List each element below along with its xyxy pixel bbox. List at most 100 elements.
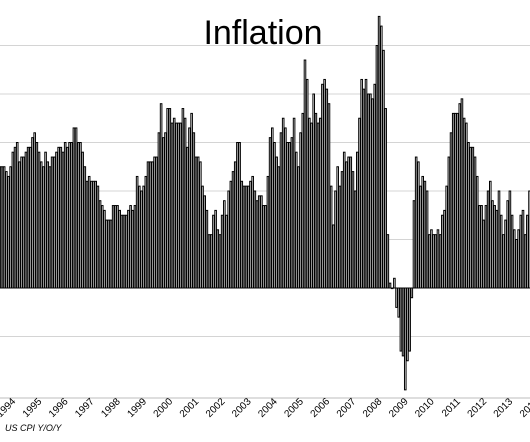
bar xyxy=(42,166,45,289)
bar xyxy=(297,166,300,289)
bar xyxy=(0,166,4,289)
bar xyxy=(366,93,370,289)
bar xyxy=(506,200,510,289)
bar xyxy=(151,161,154,289)
bar xyxy=(489,180,492,289)
bar xyxy=(414,156,418,289)
bar xyxy=(133,205,137,289)
bar xyxy=(515,239,518,289)
source-note: US CPI Y/O/Y xyxy=(5,423,62,433)
bar xyxy=(325,88,329,289)
bar xyxy=(85,180,89,289)
bar xyxy=(24,151,28,289)
bar xyxy=(408,287,411,352)
bar xyxy=(231,171,235,289)
bar xyxy=(395,287,398,308)
bar xyxy=(5,171,8,289)
bar xyxy=(371,98,374,289)
bar xyxy=(7,175,10,289)
bar xyxy=(227,190,230,289)
bar xyxy=(290,137,294,289)
bar xyxy=(301,112,305,289)
bar xyxy=(233,161,237,289)
bar xyxy=(445,185,448,289)
bar xyxy=(329,185,333,289)
bar xyxy=(436,229,440,289)
bar xyxy=(212,214,215,289)
x-tick-label: 2007 xyxy=(335,396,359,420)
bar xyxy=(471,146,475,289)
bar xyxy=(434,234,438,289)
bar xyxy=(281,117,285,289)
bar xyxy=(499,214,503,289)
bar xyxy=(146,161,150,289)
bar xyxy=(430,229,433,289)
bar xyxy=(469,146,472,289)
bar xyxy=(526,214,529,289)
bar xyxy=(92,180,95,289)
x-tick-label: 1996 xyxy=(47,396,71,420)
bar xyxy=(427,234,431,289)
zero-axis xyxy=(0,287,530,399)
bar xyxy=(207,234,211,289)
bar xyxy=(491,200,494,289)
bar xyxy=(456,112,459,289)
bar xyxy=(303,59,307,289)
x-tick-label: 2013 xyxy=(492,396,516,420)
bar xyxy=(275,156,278,289)
bar xyxy=(87,175,91,289)
bar xyxy=(29,146,32,289)
bar xyxy=(517,229,520,289)
bar xyxy=(502,234,505,289)
bar xyxy=(336,166,339,289)
bar xyxy=(449,132,453,289)
bar xyxy=(480,205,483,289)
bar xyxy=(312,93,316,289)
bar xyxy=(508,190,512,289)
bar xyxy=(11,151,15,289)
bar xyxy=(61,151,65,289)
bar xyxy=(214,209,217,289)
chart-title: Inflation xyxy=(203,14,322,52)
bar xyxy=(321,83,324,289)
bar xyxy=(316,122,320,289)
bar xyxy=(203,195,206,289)
bar xyxy=(50,156,54,289)
bar xyxy=(458,103,462,289)
bar xyxy=(122,214,126,289)
bar xyxy=(342,151,346,289)
bar xyxy=(432,234,435,289)
bar xyxy=(292,117,296,289)
bar xyxy=(377,15,381,289)
bar xyxy=(240,180,244,289)
x-tick-label: 1995 xyxy=(21,396,45,420)
bar xyxy=(44,151,47,289)
x-tick-label: 2002 xyxy=(204,396,228,420)
bar xyxy=(386,234,390,289)
bar xyxy=(305,78,309,289)
x-tick-label: 2006 xyxy=(309,396,333,420)
bar xyxy=(46,161,50,289)
bar xyxy=(229,180,233,289)
bar xyxy=(262,205,265,289)
x-tick-label: 1997 xyxy=(73,396,97,420)
bar xyxy=(345,161,348,289)
bar xyxy=(55,151,58,289)
bar xyxy=(423,180,427,289)
bar xyxy=(39,161,43,289)
bar xyxy=(103,209,106,289)
bar xyxy=(53,156,56,289)
bar xyxy=(179,122,183,289)
bar xyxy=(286,142,289,289)
bar xyxy=(279,132,283,289)
bar xyxy=(523,234,527,289)
bar xyxy=(519,214,523,289)
bar xyxy=(9,166,12,289)
bar xyxy=(382,49,385,289)
bar xyxy=(493,205,496,289)
bar xyxy=(111,205,115,289)
bar xyxy=(510,214,514,289)
bar xyxy=(48,166,52,289)
bar xyxy=(417,161,420,289)
bar xyxy=(31,137,34,289)
